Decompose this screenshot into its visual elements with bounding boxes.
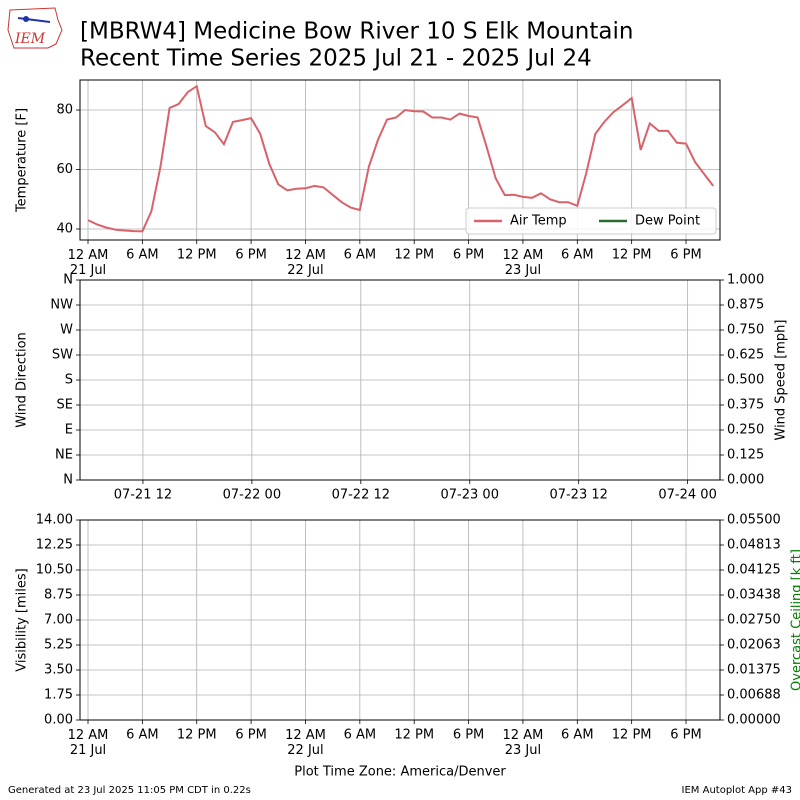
logo-text: IEM — [14, 31, 46, 47]
y-tick-label: 5.25 — [44, 638, 73, 653]
legend-label: Air Temp — [510, 214, 567, 229]
x-tick-label: 12 PM — [394, 248, 434, 263]
y2-tick-label: 0.04125 — [727, 563, 781, 578]
footer-left: Generated at 23 Jul 2025 11:05 PM CDT in… — [8, 785, 251, 796]
footer-right: IEM Autoplot App #43 — [682, 785, 792, 796]
y-tick-label: NW — [50, 298, 73, 313]
y2-tick-label: 0.01375 — [727, 663, 781, 678]
x-tick-label: 6 PM — [670, 248, 701, 263]
y-tick-label: 3.50 — [44, 663, 73, 678]
x-tick-label: 6 AM — [126, 728, 159, 743]
y-tick-label: E — [65, 423, 73, 438]
y2-tick-label: 0.625 — [727, 348, 764, 363]
y-tick-label: 80 — [56, 103, 73, 118]
y2-axis-label: Overcast Ceiling [k ft] — [790, 549, 800, 691]
x-tick-label: 07-22 12 — [332, 488, 390, 503]
x-tick-label: 6 PM — [453, 728, 484, 743]
y2-tick-label: 0.375 — [727, 398, 764, 413]
plot-frame — [79, 279, 721, 481]
x-tick-label: 6 AM — [561, 728, 594, 743]
y-tick-label: SW — [52, 348, 73, 363]
x-tick-label: 07-24 00 — [658, 488, 716, 503]
x-tick-label: 6 AM — [561, 248, 594, 263]
logo: IEM — [7, 7, 63, 49]
y-tick-label: 12.25 — [36, 538, 73, 553]
x-tick-label: 12 AM 21 Jul — [68, 728, 109, 758]
x-axis-label: Plot Time Zone: America/Denver — [294, 765, 506, 780]
x-tick-label: 6 PM — [235, 248, 266, 263]
y-tick-label: 1.75 — [44, 688, 73, 703]
y2-tick-label: 0.125 — [727, 448, 764, 463]
y2-tick-label: 0.04813 — [727, 538, 781, 553]
title-line: [MBRW4] Medicine Bow River 10 S Elk Moun… — [80, 19, 633, 45]
x-tick-label: 12 AM 22 Jul — [285, 728, 326, 758]
x-tick-label: 6 PM — [235, 728, 266, 743]
x-tick-label: 12 PM — [177, 248, 217, 263]
x-tick-label: 6 AM — [344, 728, 377, 743]
x-tick-label: 12 PM — [612, 248, 652, 263]
x-tick-label: 07-22 00 — [223, 488, 281, 503]
x-tick-label: 6 PM — [670, 728, 701, 743]
x-tick-label: 6 AM — [344, 248, 377, 263]
title-line: Recent Time Series 2025 Jul 21 - 2025 Ju… — [80, 46, 592, 72]
x-tick-label: 12 PM — [177, 728, 217, 743]
y-tick-label: 0.00 — [44, 713, 73, 728]
x-tick-label: 12 AM 21 Jul — [68, 248, 109, 278]
y2-tick-label: 0.750 — [727, 323, 764, 338]
y-tick-label: 14.00 — [36, 513, 73, 528]
logo-dot — [23, 16, 29, 22]
y2-tick-label: 1.000 — [727, 273, 764, 288]
x-tick-label: 12 AM 23 Jul — [503, 728, 544, 758]
y2-tick-label: 0.02750 — [727, 613, 781, 628]
y2-tick-label: 0.500 — [727, 373, 764, 388]
x-tick-label: 12 PM — [394, 728, 434, 743]
data-line — [87, 84, 714, 233]
y-tick-label: SE — [57, 398, 73, 413]
y-tick-label: W — [60, 323, 73, 338]
y2-tick-label: 0.00000 — [727, 713, 781, 728]
x-tick-label: 07-23 00 — [441, 488, 499, 503]
y2-tick-label: 0.03438 — [727, 588, 781, 603]
y2-tick-label: 0.250 — [727, 423, 764, 438]
y2-tick-label: 0.000 — [727, 473, 764, 488]
y-tick-label: 60 — [56, 162, 73, 177]
x-tick-label: 6 AM — [126, 248, 159, 263]
x-tick-label: 12 PM — [612, 728, 652, 743]
y-axis-label: Temperature [F] — [15, 108, 30, 213]
x-tick-label: 12 AM 22 Jul — [285, 248, 326, 278]
y-tick-label: S — [65, 373, 73, 388]
x-tick-label: 6 PM — [453, 248, 484, 263]
y-axis-label: Wind Direction — [15, 332, 30, 428]
plot-frame — [79, 79, 721, 241]
y2-tick-label: 0.05500 — [727, 513, 781, 528]
y-tick-label: 7.00 — [44, 613, 73, 628]
x-tick-label: 07-23 12 — [549, 488, 607, 503]
x-tick-label: 07-21 12 — [114, 488, 172, 503]
y-tick-label: N — [63, 473, 73, 488]
x-tick-label: 12 AM 23 Jul — [503, 248, 544, 278]
y-tick-label: 8.75 — [44, 588, 73, 603]
y2-tick-label: 0.00688 — [727, 688, 781, 703]
y2-tick-label: 0.875 — [727, 298, 764, 313]
y2-tick-label: 0.02063 — [727, 638, 781, 653]
plot-frame — [79, 519, 721, 721]
y-tick-label: 40 — [56, 221, 73, 236]
y-tick-label: NE — [55, 448, 73, 463]
y2-axis-label: Wind Speed [mph] — [774, 320, 789, 441]
y-tick-label: 10.50 — [36, 563, 73, 578]
y-axis-label: Visibility [miles] — [15, 568, 30, 671]
legend-box — [465, 207, 717, 235]
legend-label: Dew Point — [635, 214, 700, 229]
y-tick-label: N — [63, 273, 73, 288]
